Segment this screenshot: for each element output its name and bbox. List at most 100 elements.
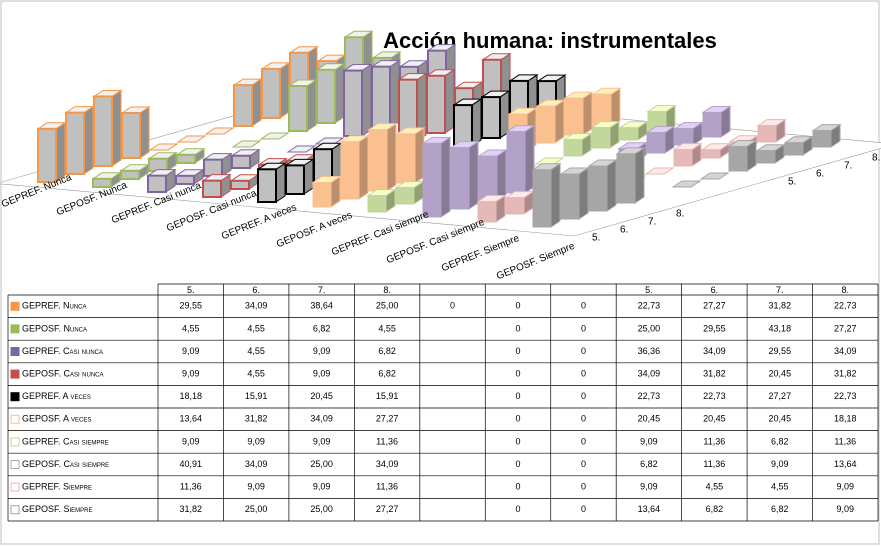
table-cell: 9,09 — [182, 346, 200, 356]
table-cell: 0 — [581, 368, 586, 378]
table-cell: 20,45 — [638, 414, 661, 424]
bar-front — [646, 132, 666, 154]
bar — [645, 125, 676, 154]
table-cell: 27,27 — [376, 414, 399, 424]
legend-key — [10, 505, 20, 515]
table-cell: 0 — [515, 436, 520, 446]
bar-top — [204, 127, 235, 135]
bar — [370, 59, 401, 129]
bar — [146, 168, 177, 193]
table-cell: 4,55 — [247, 323, 265, 333]
bar — [311, 175, 342, 208]
row-header: GEPREF. Nunca — [22, 301, 87, 311]
table-cell: 20,45 — [310, 391, 333, 401]
bar — [259, 132, 290, 140]
bar — [231, 140, 262, 148]
bar — [425, 68, 456, 134]
table-cell: 29,55 — [769, 346, 792, 356]
bar — [700, 142, 731, 159]
table-cell: 11,36 — [180, 481, 202, 491]
table-cell: 11,36 — [703, 436, 725, 446]
table-cell: 9,09 — [313, 481, 331, 491]
bar-side — [111, 89, 122, 167]
bar — [119, 163, 150, 180]
table-cell: 29,55 — [703, 323, 726, 333]
table-cell: 34,09 — [310, 414, 333, 424]
table-cell: 4,55 — [247, 346, 265, 356]
table-cell: 27,27 — [834, 323, 857, 333]
data-table: 5. 6. 7. 8. 5. 6. 7. 8. GEPREF. Nunca 29,55 34,09 3… — [7, 283, 879, 522]
bar-front — [478, 155, 498, 202]
table-cell: 29,55 — [179, 301, 202, 311]
row-header: GEPOSF. Nunca — [22, 323, 87, 333]
bar — [477, 149, 508, 202]
table-cell: 0 — [515, 301, 520, 311]
bar — [421, 136, 452, 218]
table-cell: 6,82 — [771, 504, 789, 514]
bar-top — [259, 132, 290, 140]
bar — [36, 121, 67, 183]
bar — [504, 190, 535, 215]
table-cell: 34,09 — [245, 459, 268, 469]
table-cell: 6,82 — [378, 368, 396, 378]
bar-front — [312, 181, 332, 208]
bar-front — [481, 96, 501, 139]
bar — [505, 124, 536, 194]
table-cell: 4,55 — [706, 481, 724, 491]
bar-side — [334, 62, 345, 124]
table-cell: 0 — [581, 436, 586, 446]
table-cell: 25,00 — [376, 301, 399, 311]
bar — [615, 146, 646, 204]
bar-front — [147, 174, 167, 193]
bar-top — [671, 180, 702, 188]
table-cell: 22,73 — [638, 301, 661, 311]
table-cell: 34,09 — [376, 459, 399, 469]
bar — [397, 72, 428, 142]
depth-axis-label: 5. — [592, 233, 600, 244]
column-header: 7. — [318, 285, 326, 295]
table-cell: 18,18 — [834, 414, 857, 424]
bar — [256, 162, 287, 203]
bar-top — [176, 135, 207, 143]
depth-axis-label: 6. — [620, 225, 628, 236]
table-cell: 9,09 — [313, 368, 331, 378]
table-cell: 6,82 — [378, 346, 396, 356]
bar-side — [578, 167, 589, 220]
bar-front — [563, 139, 583, 157]
bar-side — [582, 91, 593, 136]
table-cell: 15,91 — [376, 391, 399, 401]
bar — [535, 99, 566, 144]
bar-front — [812, 130, 832, 148]
table-cell: 34,09 — [703, 346, 726, 356]
bar — [449, 140, 480, 210]
table-cell: 22,73 — [703, 391, 726, 401]
bar — [534, 157, 565, 165]
bar — [92, 89, 123, 167]
bar-side — [386, 122, 397, 192]
row-header: GEPOSF. Casi siempre — [22, 459, 109, 469]
row-header: GEPOSF. Siempre — [22, 504, 93, 514]
bar-front — [506, 131, 526, 194]
bar — [672, 142, 703, 167]
table-cell: 40,91 — [179, 459, 202, 469]
legend-key — [10, 324, 20, 334]
bar-front — [93, 95, 113, 167]
table-cell: 34,09 — [245, 301, 268, 311]
table-cell: 0 — [515, 323, 520, 333]
bar-front — [395, 187, 415, 205]
column-header: 5. — [645, 285, 653, 295]
bar-top — [286, 145, 317, 153]
bar-front — [784, 142, 804, 156]
table-cell: 0 — [515, 504, 520, 514]
bar — [366, 188, 397, 213]
bar-front — [316, 68, 336, 124]
bar-front — [588, 165, 608, 212]
bar-front — [203, 158, 223, 177]
bar — [531, 162, 562, 228]
bar — [671, 180, 702, 188]
bar-side — [361, 63, 372, 137]
bar-top — [148, 143, 179, 151]
bar-side — [444, 68, 455, 134]
bar-front — [175, 174, 195, 185]
